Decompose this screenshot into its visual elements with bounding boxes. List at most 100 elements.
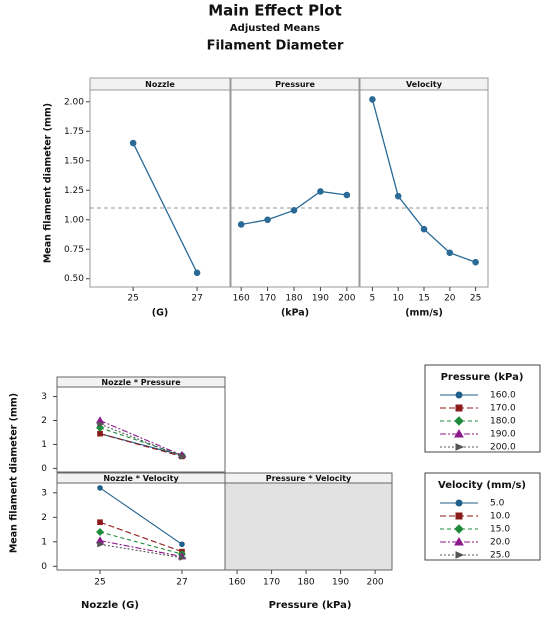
y-tick-label: 1.00	[64, 215, 84, 225]
x-tick-label: 15	[418, 294, 429, 304]
x-tick-label: 25	[94, 578, 105, 588]
marker	[264, 216, 271, 224]
marker	[369, 96, 376, 103]
y-tick-label: 1.50	[64, 156, 84, 166]
y-tick-label: 0.75	[64, 245, 84, 255]
marker	[179, 541, 185, 548]
marker	[193, 269, 201, 277]
x-tick-label: 200	[366, 578, 383, 588]
panel	[89, 89, 231, 288]
marker	[290, 207, 298, 214]
legend	[424, 472, 541, 561]
marker	[179, 453, 187, 460]
x-axis-label: Pressure (kPa)	[269, 600, 352, 611]
line	[132, 142, 198, 274]
x-axis-label: (mm/s)	[405, 308, 443, 319]
marker	[317, 188, 324, 195]
marker	[343, 191, 351, 199]
legend-marker	[454, 536, 464, 546]
x-tick-label: 180	[297, 578, 314, 588]
marker	[129, 139, 137, 147]
x-tick-label: 190	[332, 578, 349, 588]
legend-label: 5.0	[490, 499, 505, 509]
legend-title: Pressure (kPa)	[441, 372, 524, 383]
x-tick-label: 170	[263, 578, 280, 588]
y-tick-label: 2	[41, 513, 47, 523]
y-tick-label: 0.50	[64, 274, 84, 284]
legend-label: 180.0	[490, 417, 516, 427]
legend-label: 170.0	[490, 404, 516, 414]
legend-label: 15.0	[490, 525, 510, 535]
marker	[97, 541, 105, 548]
panel	[230, 89, 360, 288]
x-tick-label: 27	[176, 578, 187, 588]
subtitle: Adjusted Means	[230, 23, 320, 34]
x-tick-label: 20	[444, 294, 456, 304]
x-tick-label: 190	[312, 294, 329, 304]
marker	[179, 554, 187, 561]
y-tick-label: 1	[41, 537, 47, 547]
line	[99, 427, 183, 456]
x-tick-label: 25	[470, 294, 481, 304]
x-tick-label: 25	[127, 294, 138, 304]
main-title: Main Effect Plot	[208, 2, 342, 20]
legend-marker	[455, 551, 465, 559]
y-tick-label: 2	[41, 416, 47, 426]
panel-title: Pressure * Velocity	[266, 474, 352, 483]
y-axis-label: Mean filament diameter (mm)	[9, 393, 20, 553]
legend-label: 25.0	[490, 551, 510, 561]
marker	[472, 258, 479, 266]
legend-marker	[454, 524, 464, 534]
panel	[359, 89, 489, 288]
y-tick-label: 0	[41, 562, 47, 572]
legend-marker	[455, 512, 463, 520]
y-tick-label: 3	[41, 488, 47, 498]
legend-marker	[455, 443, 465, 451]
legend-label: 190.0	[490, 430, 516, 440]
legend-title: Velocity (mm/s)	[438, 480, 526, 491]
legend-marker	[454, 428, 464, 438]
marker	[97, 430, 103, 437]
legend-marker	[455, 499, 463, 507]
legend-label: 160.0	[490, 391, 516, 401]
marker	[237, 221, 245, 228]
marker	[96, 528, 105, 537]
x-axis-label: (kPa)	[281, 308, 309, 319]
legend-marker	[455, 391, 463, 399]
line	[99, 521, 183, 553]
panel	[56, 482, 226, 571]
legend-label: 20.0	[490, 538, 510, 548]
legend	[424, 364, 541, 453]
line	[371, 99, 476, 263]
x-axis-label: (G)	[152, 308, 168, 319]
legend-marker	[455, 404, 463, 412]
panel-title: Velocity	[406, 80, 443, 89]
panel-title: Nozzle	[145, 80, 175, 89]
line	[99, 423, 183, 457]
line	[99, 531, 183, 555]
x-tick-label: 180	[285, 294, 302, 304]
panel-title: Nozzle * Velocity	[103, 474, 179, 483]
legend-marker	[454, 416, 464, 426]
legend-label: 200.0	[490, 443, 516, 453]
y-axis-label: Mean filament diameter (mm)	[43, 103, 54, 263]
line	[99, 420, 183, 456]
legend-label: 10.0	[490, 512, 510, 522]
x-tick-label: 27	[191, 294, 202, 304]
y-tick-label: 2.00	[64, 97, 84, 107]
x-tick-label: 160	[228, 578, 245, 588]
line	[99, 433, 183, 457]
y-tick-label: 1.75	[64, 127, 84, 137]
panel-title: Nozzle * Pressure	[101, 378, 181, 387]
line	[99, 543, 183, 559]
y-tick-label: 1.25	[64, 186, 84, 196]
y-tick-label: 1	[41, 440, 47, 450]
x-tick-label: 5	[370, 294, 376, 304]
panel	[56, 386, 226, 473]
marker	[97, 519, 103, 526]
panel	[224, 482, 393, 571]
x-tick-label: 170	[259, 294, 276, 304]
marker	[97, 485, 103, 491]
marker	[420, 225, 428, 233]
